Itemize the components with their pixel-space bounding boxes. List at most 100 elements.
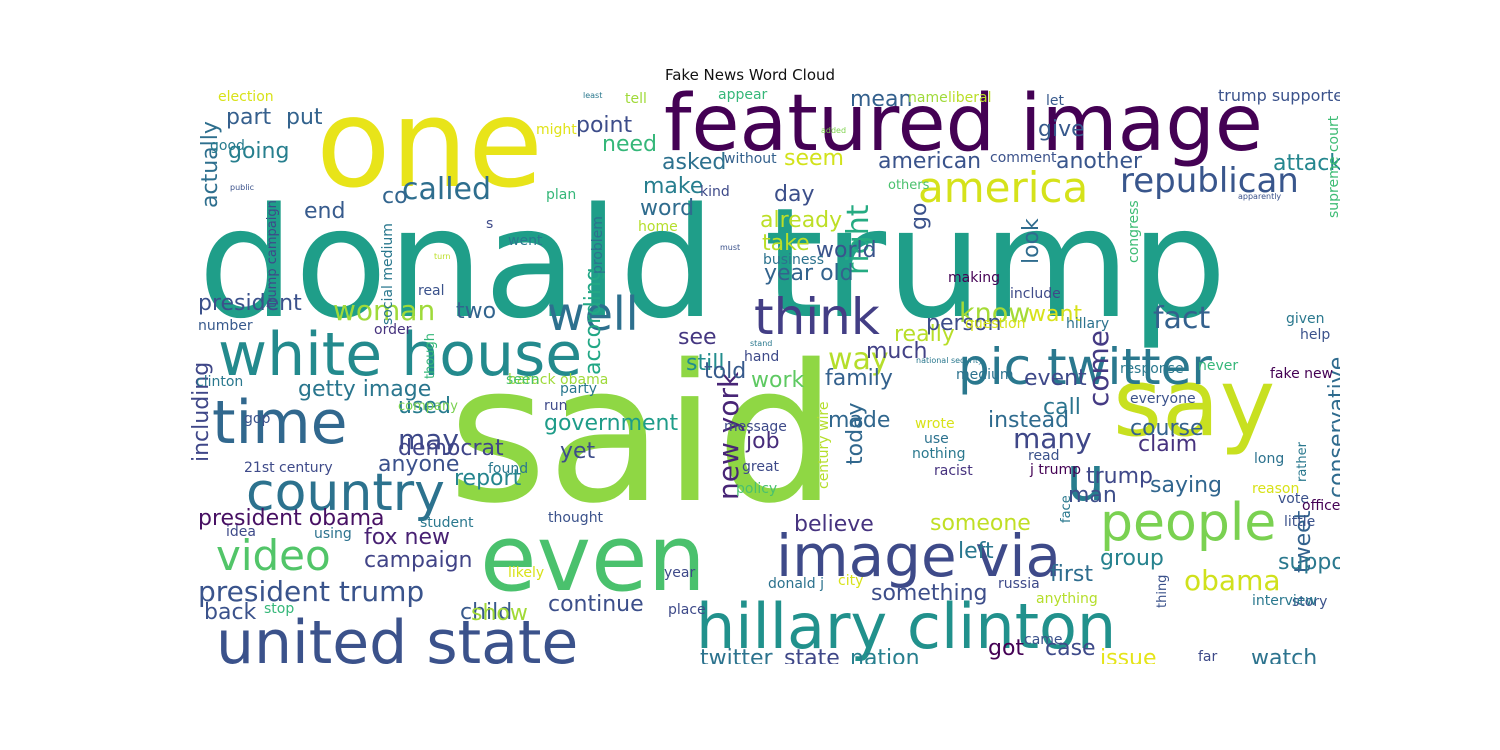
word-hillary: hillary <box>1066 316 1109 332</box>
word-see: see <box>678 325 717 350</box>
word-s: s <box>486 216 493 232</box>
word-u: u <box>1066 442 1105 515</box>
word-medium: medium <box>956 367 1014 383</box>
word-used: used <box>398 394 451 419</box>
word-man: man <box>1068 483 1117 508</box>
word-message: message <box>724 419 787 435</box>
word-know: know <box>959 298 1030 329</box>
word-interview: interview <box>1252 593 1317 609</box>
word-help: help <box>1300 327 1330 343</box>
word-made: made <box>828 408 890 433</box>
word-many: many <box>1013 422 1092 455</box>
word-republican: republican <box>1120 161 1299 201</box>
word-donald-trump: donald trump <box>198 175 1227 352</box>
word-look: look <box>1019 218 1044 264</box>
word-plan: plan <box>546 187 576 203</box>
word-featured-image: featured image <box>664 88 1263 169</box>
word-rather: rather <box>1295 441 1310 482</box>
word-government: government <box>544 411 678 436</box>
word-idea: idea <box>226 524 256 540</box>
word-still: still <box>686 351 724 376</box>
word-wrote: wrote <box>915 416 955 432</box>
word-hillary-clinton: hillary clinton <box>696 590 1116 663</box>
word-world: world <box>816 238 877 263</box>
word-claim: claim <box>1138 432 1197 457</box>
word-year-old: year old <box>764 261 854 286</box>
word-clinton: clinton <box>196 374 243 390</box>
word-social-medium: social medium <box>380 223 396 325</box>
word-believe: believe <box>794 512 874 537</box>
word-company: company <box>398 399 458 414</box>
word-new-york: new york <box>712 371 745 500</box>
word-tweet: tweet <box>1291 510 1316 573</box>
word-little: little <box>1284 514 1315 530</box>
word-kind: kind <box>700 184 730 200</box>
word-something: something <box>871 581 987 606</box>
word-family: family <box>825 366 893 391</box>
word-never: never <box>1198 358 1238 374</box>
word-seem: seem <box>784 146 844 171</box>
word-may: may <box>398 423 459 456</box>
word-turn: turn <box>434 252 450 261</box>
word-business: business <box>763 252 824 268</box>
word-party: party <box>560 381 597 397</box>
word-likely: likely <box>508 565 544 581</box>
word-campaign: campaign <box>364 548 472 573</box>
word-say: say <box>1113 349 1275 458</box>
word-might: might <box>536 122 577 138</box>
word-according: according <box>581 267 606 375</box>
word-yet: yet <box>560 439 596 464</box>
word-good: good <box>210 138 245 154</box>
word-appear: appear <box>718 88 768 103</box>
word-face: face <box>1059 495 1074 523</box>
word-person: person <box>926 311 1001 336</box>
word-president: president <box>198 291 302 316</box>
word-first: first <box>1050 562 1093 587</box>
word-really: really <box>894 322 955 347</box>
word-office: office <box>1302 498 1340 514</box>
word-without: without <box>724 151 777 167</box>
word-trump-campaign: trump campaign <box>265 200 280 308</box>
word-election: election <box>218 89 274 105</box>
word-call: call <box>1043 395 1081 420</box>
word-part: part <box>226 105 271 130</box>
word-left: left <box>958 539 994 564</box>
word-watch: watch <box>1251 646 1317 664</box>
word-trump-supporter: trump supporter <box>1218 88 1340 105</box>
word-congress: congress <box>1126 200 1142 263</box>
word-twitter: twitter <box>700 646 774 664</box>
word-barack-obama: barack obama <box>508 372 608 388</box>
word-point: point <box>576 113 632 138</box>
word-student: student <box>420 515 474 531</box>
word-added: added <box>821 126 846 135</box>
word-job: job <box>745 429 780 454</box>
word-name: name <box>908 90 948 106</box>
word-much: much <box>866 339 927 364</box>
word-gop: gop <box>244 411 270 427</box>
word-russia: russia <box>998 576 1040 592</box>
word-president-trump: president trump <box>198 575 424 608</box>
word-case: case <box>1045 636 1096 661</box>
word-state: state <box>784 646 840 664</box>
word-using: using <box>314 526 352 542</box>
word-think: think <box>754 288 880 346</box>
word-take: take <box>762 231 810 256</box>
word-event: event <box>1024 366 1087 391</box>
word-report: report <box>454 466 522 491</box>
word-put: put <box>286 105 323 130</box>
word-asked: asked <box>662 150 726 175</box>
word-white-house: white house <box>218 320 582 390</box>
word-support: support <box>1278 550 1340 575</box>
word-word: word <box>640 196 694 221</box>
word-making: making <box>948 270 1000 286</box>
word-two: two <box>456 299 496 324</box>
word-year: year <box>664 565 695 581</box>
word-apparently: apparently <box>1238 192 1281 201</box>
word-order: order <box>374 322 412 338</box>
word-end: end <box>304 199 345 224</box>
word-someone: someone <box>930 511 1031 536</box>
word-place: place <box>668 602 706 618</box>
word-thing: thing <box>1155 575 1170 608</box>
word-co: co <box>382 184 408 209</box>
word-well: well <box>547 287 638 341</box>
